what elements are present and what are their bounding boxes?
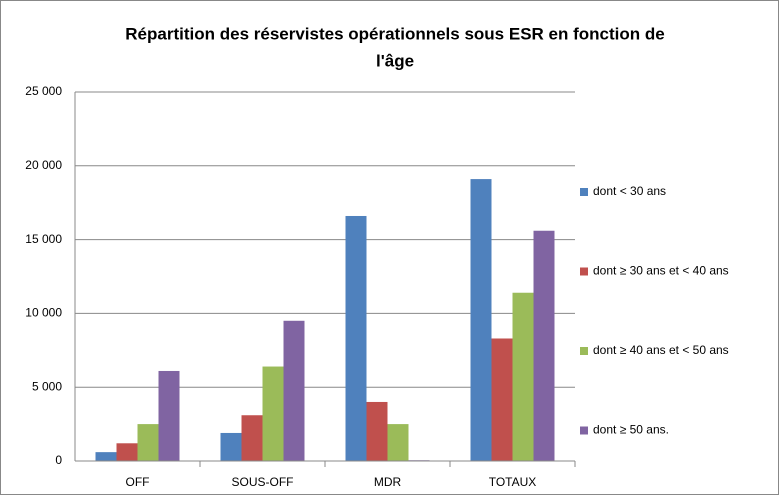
y-tick-label: 25 000	[25, 84, 62, 98]
legend-label: dont < 30 ans	[593, 184, 666, 198]
legend-swatch	[580, 347, 588, 355]
bar	[387, 424, 409, 461]
x-tick-label: SOUS-OFF	[232, 475, 294, 489]
legend-label: dont ≥ 40 ans et < 50 ans	[593, 343, 729, 357]
y-tick-label: 10 000	[25, 306, 62, 320]
bar	[137, 424, 159, 461]
bar	[491, 338, 513, 461]
bar	[241, 415, 263, 461]
legend-label: dont ≥ 30 ans et < 40 ans	[593, 264, 729, 278]
legend-label: dont ≥ 50 ans.	[593, 423, 669, 437]
bar	[158, 370, 180, 461]
y-tick-label: 20 000	[25, 158, 62, 172]
x-tick-label: OFF	[126, 475, 150, 489]
legend-swatch	[580, 426, 588, 435]
bar	[366, 401, 388, 461]
legend-swatch	[580, 267, 588, 276]
y-tick-label: 0	[55, 453, 62, 467]
bar	[470, 179, 492, 462]
chart-title: Répartition des réservistes opérationnel…	[125, 24, 664, 43]
x-tick-label: MDR	[374, 475, 402, 489]
y-tick-label: 5 000	[32, 379, 62, 393]
bar	[345, 215, 367, 461]
bar	[283, 320, 305, 461]
bar	[95, 452, 117, 461]
bar	[262, 366, 284, 461]
bar	[512, 292, 534, 461]
bar	[533, 230, 555, 461]
y-tick-label: 15 000	[25, 232, 62, 246]
legend-swatch	[580, 188, 588, 196]
x-tick-label: TOTAUX	[489, 475, 537, 489]
bar	[116, 443, 138, 461]
bar	[220, 432, 242, 461]
chart-title: l'âge	[376, 51, 414, 70]
